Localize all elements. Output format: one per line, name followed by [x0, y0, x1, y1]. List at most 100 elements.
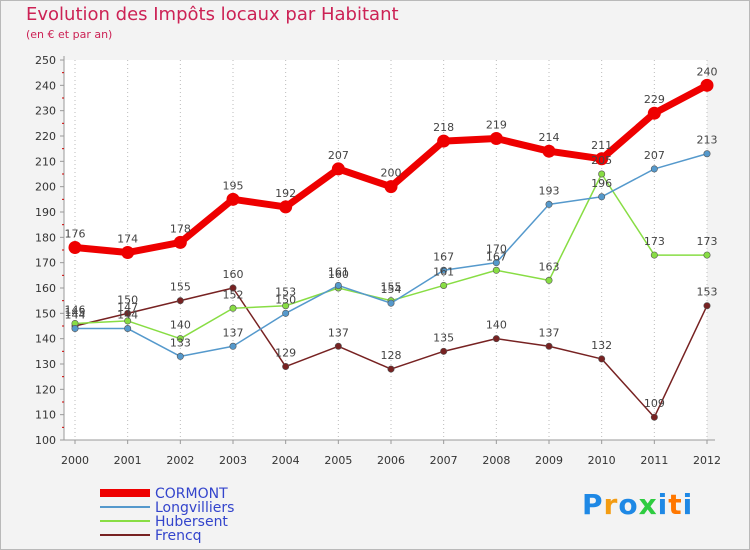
y-tick-label: 140: [35, 333, 56, 346]
data-point: [226, 192, 240, 206]
x-tick-label: 2004: [272, 454, 300, 467]
data-point: [703, 302, 711, 310]
y-tick-label: 160: [35, 282, 56, 295]
data-label: 161: [328, 265, 349, 278]
y-tick-label: 230: [35, 105, 56, 118]
data-point: [173, 235, 187, 249]
data-point: [437, 134, 451, 148]
data-label: 176: [65, 227, 86, 240]
data-label: 161: [433, 265, 454, 278]
data-point: [598, 193, 606, 201]
x-tick-label: 2005: [324, 454, 352, 467]
data-point: [334, 281, 342, 289]
y-tick-label: 170: [35, 257, 56, 270]
data-point: [229, 304, 237, 312]
data-point: [650, 251, 658, 259]
data-point: [176, 352, 184, 360]
data-label: 109: [644, 397, 665, 410]
x-tick-label: 2006: [377, 454, 405, 467]
data-point: [542, 144, 556, 158]
data-label: 155: [381, 281, 402, 294]
legend-label-cormont: CORMONT: [155, 486, 228, 502]
data-label: 178: [170, 222, 191, 235]
data-label: 211: [591, 139, 612, 152]
logo-letter: t: [668, 488, 683, 521]
logo-letter: P: [582, 488, 604, 521]
data-point: [489, 132, 503, 146]
x-tick-label: 2001: [114, 454, 142, 467]
data-point: [703, 251, 711, 259]
data-label: 192: [275, 187, 296, 200]
data-label: 240: [697, 65, 718, 78]
data-label: 144: [117, 309, 138, 322]
data-label: 160: [328, 268, 349, 281]
data-point: [545, 200, 553, 208]
data-label: 132: [591, 339, 612, 352]
data-label: 173: [697, 235, 718, 248]
data-point: [647, 106, 661, 120]
data-point: [176, 335, 184, 343]
legend-label-hubersent: Hubersent: [155, 514, 228, 530]
data-label: 129: [275, 347, 296, 360]
y-tick-label: 110: [35, 409, 56, 422]
logo-letter: i: [657, 488, 669, 521]
data-label: 137: [223, 326, 244, 339]
data-label: 174: [117, 233, 138, 246]
data-label: 195: [223, 179, 244, 192]
data-label: 207: [644, 149, 665, 162]
chart-subtitle: (en € et par an): [26, 28, 113, 41]
data-point: [68, 240, 82, 254]
data-label: 163: [539, 260, 560, 273]
logo-letter: r: [603, 488, 619, 521]
data-point: [282, 363, 290, 371]
data-label: 147: [117, 301, 138, 314]
data-label: 167: [433, 250, 454, 263]
data-point: [703, 150, 711, 158]
chart-title: Evolution des Impôts locaux par Habitant: [26, 4, 399, 25]
data-label: 137: [539, 326, 560, 339]
data-label: 200: [381, 167, 402, 180]
data-point: [282, 309, 290, 317]
y-tick-label: 190: [35, 206, 56, 219]
x-tick-label: 2010: [588, 454, 616, 467]
data-label: 218: [433, 121, 454, 134]
x-tick-label: 2012: [693, 454, 721, 467]
logo-letter: o: [618, 488, 639, 521]
data-point: [229, 284, 237, 292]
data-point: [598, 355, 606, 363]
data-label: 146: [65, 303, 86, 316]
data-label: 145: [65, 306, 86, 319]
data-point: [650, 165, 658, 173]
data-label: 173: [644, 235, 665, 248]
data-point: [387, 299, 395, 307]
data-label: 140: [170, 319, 191, 332]
data-point: [124, 309, 132, 317]
plot-area: [64, 60, 707, 440]
data-point: [545, 342, 553, 350]
data-point: [440, 266, 448, 274]
data-label: 144: [65, 309, 86, 322]
data-point: [334, 342, 342, 350]
data-label: 219: [486, 119, 507, 132]
data-point: [595, 152, 609, 166]
data-label: 155: [170, 281, 191, 294]
data-label: 207: [328, 149, 349, 162]
x-tick-label: 2009: [535, 454, 563, 467]
legend-label-frencq: Frencq: [155, 528, 202, 544]
data-point: [650, 413, 658, 421]
x-tick-label: 2002: [166, 454, 194, 467]
data-point: [440, 347, 448, 355]
data-label: 229: [644, 93, 665, 106]
y-tick-label: 120: [35, 383, 56, 396]
data-label: 160: [223, 268, 244, 281]
data-point: [229, 342, 237, 350]
data-point: [71, 325, 79, 333]
data-label: 150: [117, 293, 138, 306]
data-point: [124, 317, 132, 325]
data-label: 137: [328, 326, 349, 339]
y-tick-label: 210: [35, 155, 56, 168]
data-point: [121, 246, 135, 260]
proxiti-logo: Proxiti: [582, 488, 693, 521]
y-tick-label: 100: [35, 434, 56, 447]
